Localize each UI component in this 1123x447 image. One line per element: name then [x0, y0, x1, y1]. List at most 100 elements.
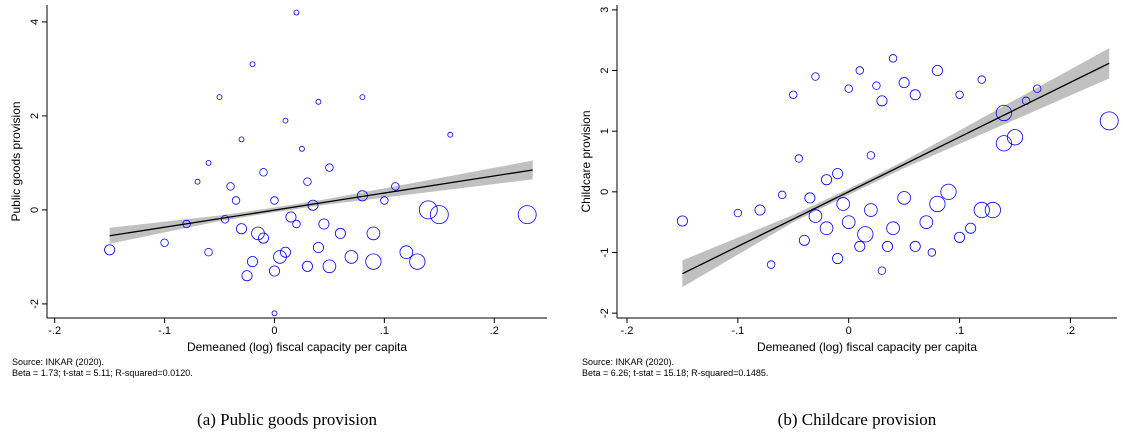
point [418, 200, 438, 220]
point [909, 240, 921, 252]
point [940, 183, 957, 200]
point [366, 226, 381, 241]
point [832, 168, 844, 180]
point [789, 90, 798, 99]
y-tick-label: -2 [599, 308, 611, 318]
point [246, 256, 258, 268]
point [1032, 84, 1042, 93]
x-axis-label: Demeaned (log) fiscal capacity per capit… [187, 340, 407, 354]
point [517, 205, 537, 225]
point [325, 163, 334, 172]
caption: (b) Childcare provision [778, 410, 937, 429]
point [857, 226, 874, 243]
point [929, 195, 946, 213]
point [271, 310, 278, 317]
point [447, 131, 454, 138]
point [231, 196, 241, 205]
note: Source: INKAR (2020). [12, 357, 104, 367]
point [344, 250, 359, 264]
x-tick-label: -.1 [731, 325, 744, 337]
point [676, 215, 688, 227]
x-tick-label: 0 [271, 325, 277, 337]
point [954, 231, 966, 243]
point [898, 77, 910, 89]
point [854, 240, 866, 252]
point [220, 215, 230, 224]
point [886, 221, 900, 236]
point [876, 95, 888, 107]
point [832, 253, 844, 265]
point [872, 81, 881, 90]
x-tick-label: .2 [490, 325, 499, 337]
point [931, 65, 943, 77]
point [359, 94, 366, 101]
point [909, 89, 921, 101]
point [293, 9, 300, 16]
caption: (a) Public goods provision [197, 410, 377, 429]
point [1006, 129, 1024, 146]
point [836, 197, 850, 211]
point [798, 234, 810, 246]
y-tick-label: -2 [29, 299, 41, 309]
point [882, 240, 894, 252]
point [864, 203, 878, 217]
point [877, 266, 887, 275]
point [919, 215, 934, 229]
point [927, 248, 937, 257]
point [429, 205, 449, 225]
point [104, 244, 116, 256]
point [866, 151, 876, 160]
point [216, 94, 223, 101]
y-tick-label: 3 [599, 7, 611, 13]
point [1099, 111, 1119, 131]
point [733, 208, 743, 218]
point [888, 54, 898, 63]
point [955, 90, 964, 99]
note: Beta = 1.73; t-stat = 5.11; R-squared=0.… [12, 368, 193, 378]
point [965, 222, 977, 234]
point [804, 192, 816, 204]
y-axis-label: Childcare provision [579, 110, 593, 212]
point [334, 227, 346, 239]
point [249, 61, 256, 68]
point [821, 174, 833, 186]
point [794, 154, 804, 163]
point [257, 232, 269, 244]
x-tick-label: .1 [955, 325, 964, 337]
point [365, 253, 382, 270]
point [380, 196, 389, 205]
point [409, 253, 426, 270]
point [841, 215, 856, 229]
y-tick-label: 2 [29, 113, 41, 119]
point [312, 242, 324, 254]
point [303, 177, 312, 186]
point [226, 182, 235, 191]
point [318, 218, 330, 230]
chart: -.2 -.1 0 .1 .2 -2 0 2 4 Demeaned (log) fiscal ca… [9, 5, 547, 429]
point [241, 270, 253, 282]
x-tick-label: -.2 [621, 325, 634, 337]
confidence-band [682, 48, 1110, 288]
point [299, 145, 305, 152]
point [973, 201, 990, 219]
point [273, 250, 287, 264]
fit-line [109, 169, 533, 237]
point [270, 196, 279, 205]
y-axis-label: Public goods provision [9, 101, 23, 221]
fit-line [682, 62, 1110, 275]
y-tick-label: 4 [29, 19, 41, 25]
point [391, 182, 400, 191]
point [897, 191, 911, 205]
point [204, 248, 213, 257]
point [292, 219, 301, 229]
point [808, 209, 823, 223]
point [819, 221, 834, 236]
point [238, 136, 245, 143]
x-tick-label: -.2 [48, 325, 61, 337]
point [995, 104, 1013, 122]
point [160, 238, 169, 248]
point [766, 260, 776, 269]
point [977, 75, 986, 84]
y-tick-label: 2 [599, 67, 611, 73]
